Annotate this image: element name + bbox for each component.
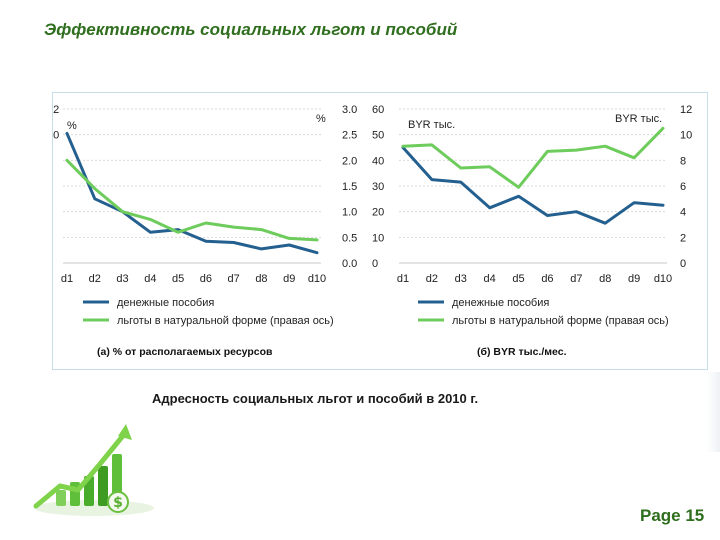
x-axis-tick-label: d2 [426, 273, 438, 285]
left-axis-tick-label: 0 [372, 258, 378, 270]
right-axis-tick-label: 0 [680, 258, 686, 270]
x-axis-tick-label: d7 [570, 273, 582, 285]
x-axis-tick-label: d4 [484, 273, 496, 285]
legend-label-inkind: льготы в натуральной форме (правая ось) [452, 315, 669, 327]
figure-caption: Адресность социальных льгот и пособий в … [152, 391, 479, 406]
x-axis-tick-label: d10 [308, 273, 326, 285]
left-axis-tick-label: 20 [372, 207, 384, 219]
right-axis-tick-label: 1.0 [342, 207, 357, 219]
right-axis-tick-label: 10 [680, 130, 692, 142]
x-axis-tick-label: d8 [255, 273, 267, 285]
left-axis-tick-label: 12 [53, 104, 59, 116]
left-axis-tick-label: 10 [53, 130, 59, 142]
right-axis-tick-label: 4 [680, 207, 686, 219]
x-axis-tick-label: d4 [144, 273, 156, 285]
x-axis-tick-label: d3 [116, 273, 128, 285]
x-axis-tick-label: d5 [512, 273, 524, 285]
right-axis-unit-label: % [316, 113, 326, 125]
left-axis-unit-label: % [67, 120, 77, 132]
left-axis-tick-label: 30 [372, 181, 384, 193]
growth-chart-icon: $ [33, 424, 154, 516]
chart-subcaption: (а) % от располагаемых ресурсов [97, 346, 273, 358]
left-axis-unit-label: BYR тыс. [408, 119, 455, 131]
inkind-series-line [65, 158, 319, 242]
legend-label-inkind: льготы в натуральной форме (правая ось) [117, 315, 334, 327]
right-axis-tick-label: 0.0 [342, 258, 357, 270]
x-axis-tick-label: d7 [228, 273, 240, 285]
x-axis-tick-label: d5 [172, 273, 184, 285]
x-axis-tick-label: d6 [200, 273, 212, 285]
right-axis-tick-label: 0.5 [342, 232, 357, 244]
right-axis-tick-label: 3.0 [342, 104, 357, 116]
chart-figure: 0 2 4 6 8 10 12 0.0 0.5 1.0 1.5 2.0 2.5 3.0 d1 d2 d3 d4 d5… [52, 92, 708, 370]
x-axis-tick-label: d3 [455, 273, 467, 285]
svg-text:$: $ [113, 495, 123, 511]
left-axis-tick-label: 10 [372, 232, 384, 244]
inkind-series-line [401, 126, 665, 189]
x-axis-tick-label: d2 [89, 273, 101, 285]
x-axis-tick-label: d8 [599, 273, 611, 285]
chart-subcaption: (б) BYR тыс./мес. [477, 346, 567, 358]
right-axis-unit-label: BYR тыс. [615, 113, 662, 125]
right-axis-tick-label: 1.5 [342, 181, 357, 193]
legend-label-money: денежные пособия [452, 297, 549, 309]
right-axis-tick-label: 2 [680, 232, 686, 244]
charts-svg: 0 2 4 6 8 10 12 0.0 0.5 1.0 1.5 2.0 2.5 3.0 d1 d2 d3 d4 d5… [53, 104, 692, 358]
money-series-line [401, 146, 665, 225]
page-number: Page 15 [640, 506, 705, 525]
x-axis-tick-label: d1 [397, 273, 409, 285]
right-axis-tick-label: 6 [680, 181, 686, 193]
money-series-line [65, 131, 319, 255]
right-axis-tick-label: 8 [680, 155, 686, 167]
x-axis-tick-label: d1 [61, 273, 73, 285]
x-axis-tick-label: d9 [283, 273, 295, 285]
decorative-strip [706, 372, 720, 452]
right-axis-tick-label: 2.5 [342, 130, 357, 142]
left-axis-tick-label: 60 [372, 104, 384, 116]
x-axis-tick-label: d6 [541, 273, 553, 285]
x-axis-tick-label: d9 [628, 273, 640, 285]
slide-title: Эффективность социальных льгот и пособий [44, 20, 458, 39]
legend-label-money: денежные пособия [117, 297, 214, 309]
left-axis-tick-label: 40 [372, 155, 384, 167]
right-axis-tick-label: 2.0 [342, 155, 357, 167]
right-axis-tick-label: 12 [680, 104, 692, 116]
x-axis-tick-label: d10 [654, 273, 672, 285]
left-axis-tick-label: 50 [372, 130, 384, 142]
